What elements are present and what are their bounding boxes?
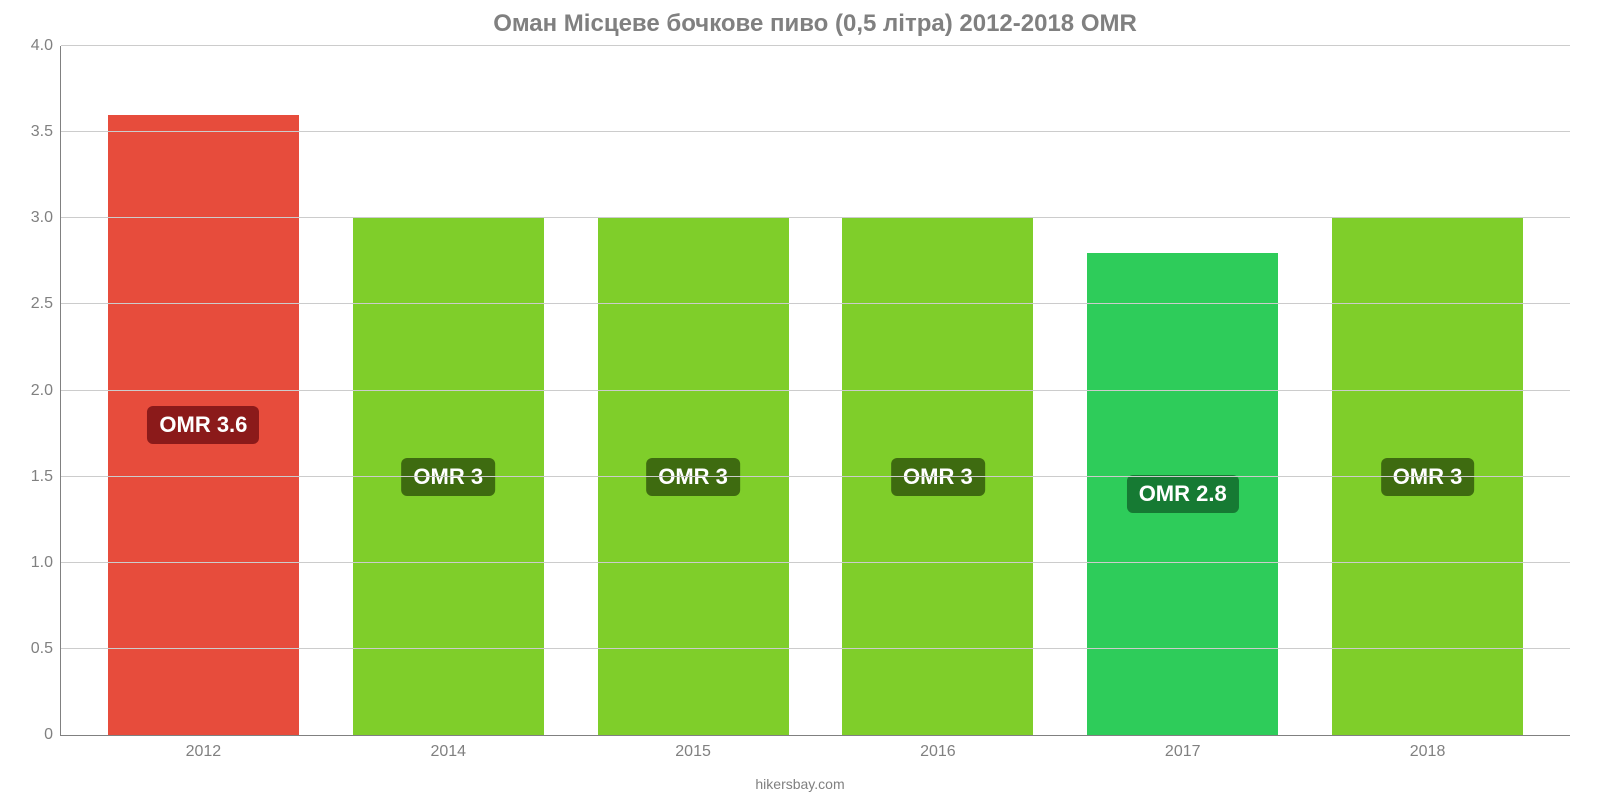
bar: OMR 3	[353, 218, 544, 735]
bar-value-badge: OMR 3	[1381, 458, 1475, 496]
bar-value-badge: OMR 2.8	[1127, 475, 1239, 513]
bar: OMR 3.6	[108, 115, 299, 735]
grid-line	[61, 45, 1570, 46]
bar-slot: OMR 2.82017	[1060, 46, 1305, 735]
bar: OMR 3	[842, 218, 1033, 735]
bar: OMR 2.8	[1087, 253, 1278, 735]
y-tick-label: 1.0	[31, 554, 53, 572]
y-tick-label: 2.0	[31, 382, 53, 400]
y-tick-label: 0	[44, 726, 53, 744]
bar-value-badge: OMR 3	[401, 458, 495, 496]
plot-area: OMR 3.62012OMR 32014OMR 32015OMR 32016OM…	[60, 46, 1570, 736]
x-tick-label: 2018	[1410, 743, 1446, 761]
y-tick-label: 1.5	[31, 468, 53, 486]
chart-title: Оман Місцеве бочкове пиво (0,5 літра) 20…	[60, 10, 1570, 38]
chart-container: Оман Місцеве бочкове пиво (0,5 літра) 20…	[0, 0, 1600, 800]
y-tick-label: 4.0	[31, 37, 53, 55]
grid-line	[61, 217, 1570, 218]
x-tick-label: 2015	[675, 743, 711, 761]
bar-slot: OMR 32014	[326, 46, 571, 735]
x-tick-label: 2012	[186, 743, 222, 761]
x-tick-label: 2016	[920, 743, 956, 761]
grid-line	[61, 476, 1570, 477]
grid-line	[61, 390, 1570, 391]
grid-line	[61, 648, 1570, 649]
bar-value-badge: OMR 3.6	[147, 406, 259, 444]
y-tick-label: 3.0	[31, 209, 53, 227]
bars-group: OMR 3.62012OMR 32014OMR 32015OMR 32016OM…	[61, 46, 1570, 735]
bar-slot: OMR 32016	[815, 46, 1060, 735]
y-tick-label: 3.5	[31, 123, 53, 141]
bar-slot: OMR 32015	[571, 46, 816, 735]
bar-value-badge: OMR 3	[646, 458, 740, 496]
bar: OMR 3	[598, 218, 789, 735]
source-label: hikersbay.com	[0, 776, 1600, 792]
grid-line	[61, 131, 1570, 132]
grid-line	[61, 562, 1570, 563]
bar-slot: OMR 32018	[1305, 46, 1550, 735]
y-tick-label: 0.5	[31, 640, 53, 658]
x-tick-label: 2014	[430, 743, 466, 761]
bar-value-badge: OMR 3	[891, 458, 985, 496]
x-tick-label: 2017	[1165, 743, 1201, 761]
grid-line	[61, 303, 1570, 304]
y-tick-label: 2.5	[31, 295, 53, 313]
bar-slot: OMR 3.62012	[81, 46, 326, 735]
bar: OMR 3	[1332, 218, 1523, 735]
